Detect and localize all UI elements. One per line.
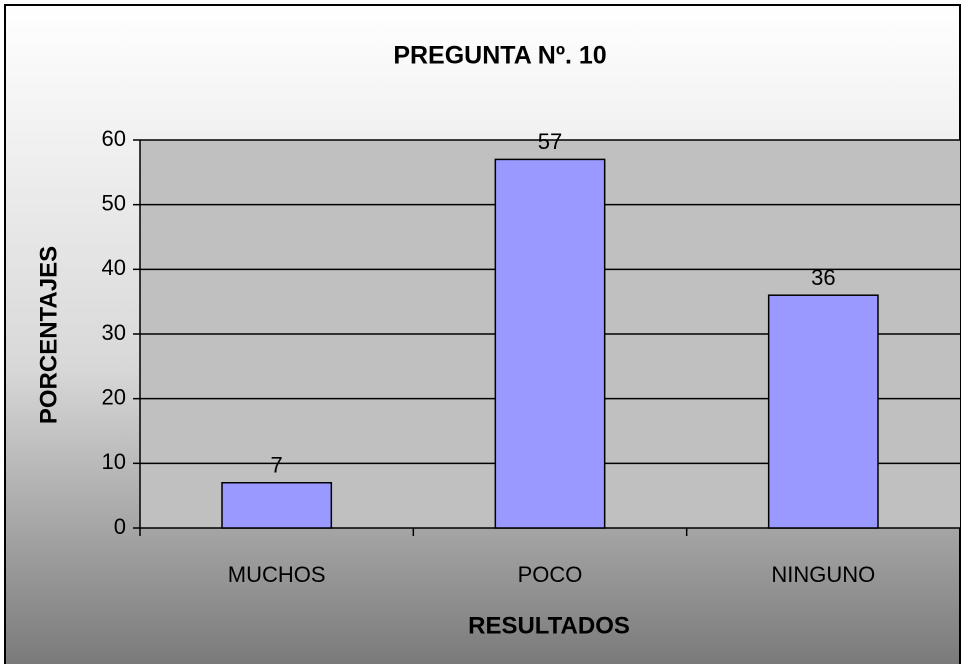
data-label: 57 — [538, 129, 562, 154]
data-label: 7 — [271, 453, 283, 478]
data-label: 36 — [811, 265, 835, 290]
y-tick-label: 0 — [114, 514, 126, 539]
x-tick-label: POCO — [518, 562, 583, 587]
x-tick-label: NINGUNO — [771, 562, 875, 587]
x-tick-label: MUCHOS — [228, 562, 326, 587]
y-tick-label: 50 — [102, 190, 126, 215]
bar — [767, 294, 879, 529]
y-tick-label: 40 — [102, 255, 126, 280]
y-axis-label: PORCENTAJES — [35, 246, 62, 424]
y-tick-label: 20 — [102, 384, 126, 409]
y-tick-label: 60 — [102, 126, 126, 151]
bar — [221, 481, 333, 529]
y-tick-label: 30 — [102, 320, 126, 345]
y-tick-label: 10 — [102, 449, 126, 474]
x-axis-label: RESULTADOS — [468, 612, 630, 639]
chart-title: PREGUNTA Nº. 10 — [393, 42, 606, 70]
bar — [494, 158, 606, 529]
